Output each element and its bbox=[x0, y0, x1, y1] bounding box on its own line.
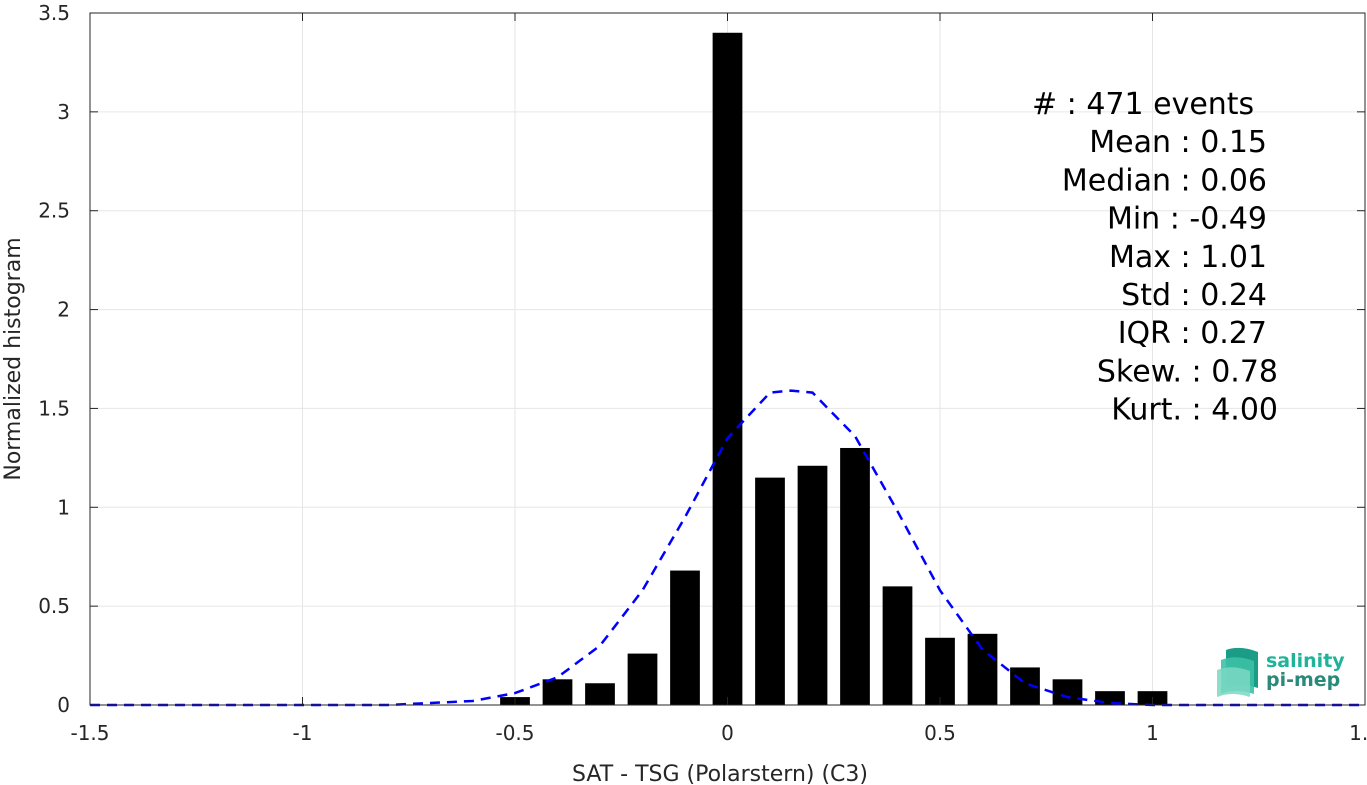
logo-text-salinity: salinity bbox=[1266, 650, 1345, 672]
x-tick-label: 1 bbox=[1146, 721, 1159, 745]
y-tick-label: 2 bbox=[57, 298, 70, 322]
histogram-bar bbox=[670, 570, 700, 705]
logo-text-pi-mep: pi-mep bbox=[1266, 669, 1340, 691]
stat-line: # : 471 events bbox=[1032, 87, 1254, 122]
stat-line: Std : 0.24 bbox=[1121, 278, 1267, 313]
histogram-bar bbox=[797, 465, 828, 705]
x-tick-label: -0.5 bbox=[495, 721, 534, 745]
stat-line: Median : 0.06 bbox=[1062, 163, 1267, 198]
stat-line: Max : 1.01 bbox=[1109, 240, 1267, 275]
y-tick-label: 1 bbox=[57, 495, 70, 519]
x-axis-ticks: -1.5 -1 -0.5 0 0.5 1 1.5 bbox=[70, 13, 1367, 745]
histogram-bar bbox=[840, 447, 870, 705]
histogram-bar bbox=[585, 683, 615, 705]
y-tick-label: 3.5 bbox=[38, 1, 70, 25]
y-axis-label: Normalized histogram bbox=[1, 237, 26, 480]
y-tick-label: 0.5 bbox=[38, 594, 70, 618]
y-tick-label: 2.5 bbox=[38, 199, 70, 223]
histogram-bar bbox=[627, 653, 658, 705]
x-axis-label: SAT - TSG (Polarstern) (C3) bbox=[572, 762, 868, 785]
stat-line: Kurt. : 4.00 bbox=[1111, 393, 1278, 428]
x-tick-label: 0.5 bbox=[924, 721, 956, 745]
y-tick-label: 0 bbox=[57, 693, 70, 717]
y-tick-label: 3 bbox=[57, 100, 70, 124]
histogram-bar bbox=[712, 32, 743, 706]
x-tick-label: -1.5 bbox=[70, 721, 109, 745]
histogram-bar bbox=[882, 586, 913, 705]
stat-line: IQR : 0.27 bbox=[1118, 316, 1267, 351]
histogram-bars bbox=[500, 32, 1168, 706]
x-tick-label: -1 bbox=[293, 721, 313, 745]
salinity-pi-mep-logo: salinity pi-mep bbox=[1217, 647, 1345, 697]
histogram-bar bbox=[925, 637, 955, 705]
histogram-bar bbox=[967, 633, 998, 705]
histogram-bar bbox=[1052, 679, 1083, 705]
x-tick-label: 0 bbox=[721, 721, 734, 745]
y-tick-label: 1.5 bbox=[38, 396, 70, 420]
stat-line: Min : -0.49 bbox=[1107, 202, 1267, 237]
histogram-bar bbox=[542, 679, 573, 705]
histogram-bar bbox=[755, 477, 785, 705]
stat-line: Skew. : 0.78 bbox=[1097, 354, 1278, 389]
logo-waves-icon bbox=[1217, 647, 1258, 697]
stat-line: Mean : 0.15 bbox=[1089, 125, 1267, 160]
x-tick-label: 1.5 bbox=[1349, 721, 1367, 745]
y-axis-ticks: 0 0.5 1 1.5 2 2.5 3 3.5 bbox=[38, 1, 1365, 717]
